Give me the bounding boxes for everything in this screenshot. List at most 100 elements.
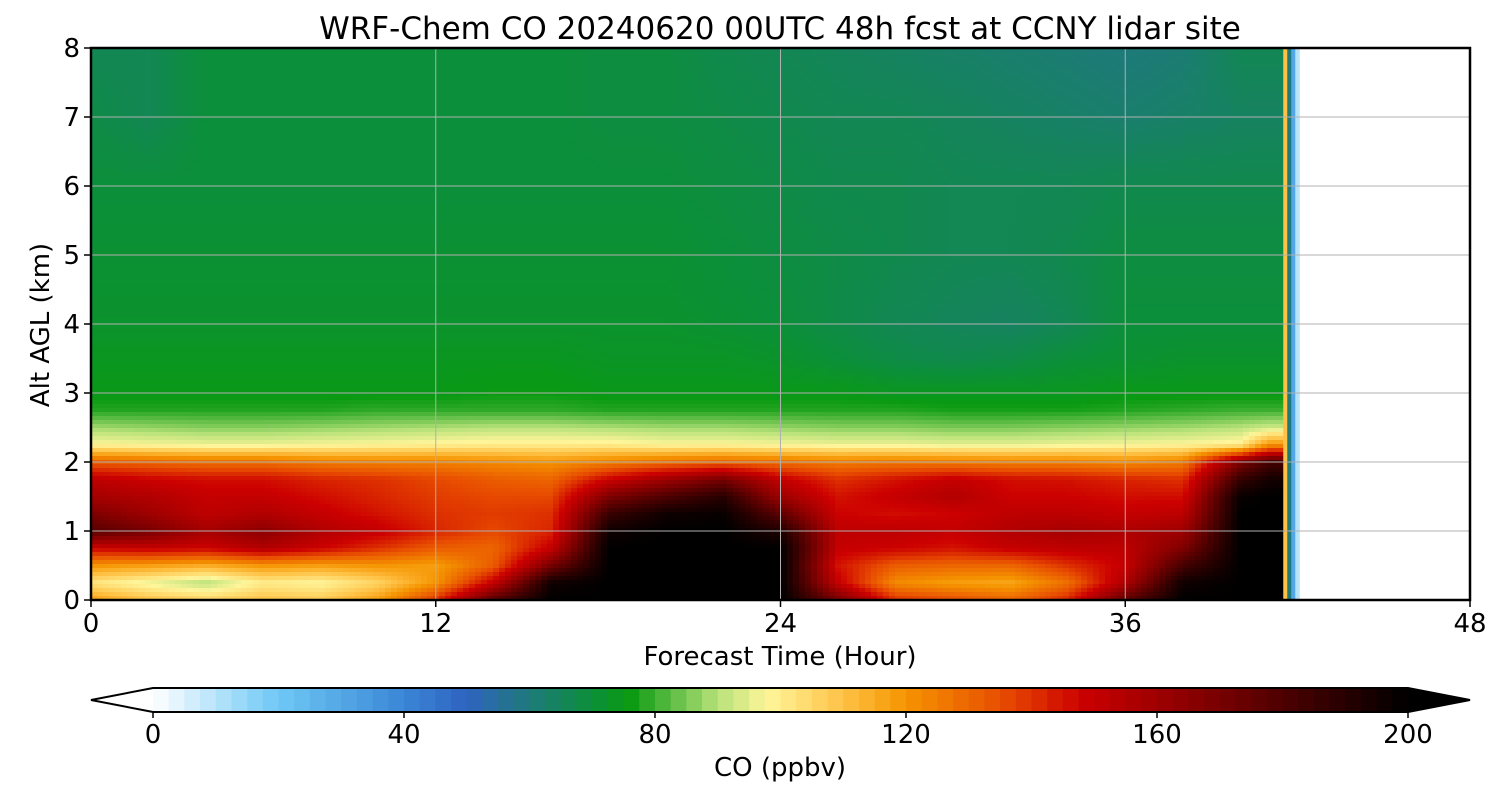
heatmap-cell: [139, 448, 146, 453]
heatmap-cell: [127, 396, 134, 401]
heatmap-cell: [115, 112, 122, 117]
heatmap-cell: [109, 364, 116, 369]
heatmap-cell: [103, 420, 110, 425]
heatmap-cell: [115, 552, 122, 557]
heatmap-cell: [115, 424, 122, 429]
heatmap-cell: [97, 452, 104, 457]
heatmap-cell: [109, 540, 116, 545]
heatmap-cell: [127, 412, 134, 417]
heatmap-cell: [121, 296, 128, 301]
heatmap-cell: [115, 412, 122, 417]
heatmap-cell: [133, 456, 140, 461]
heatmap-cell: [139, 348, 146, 353]
heatmap-cell: [109, 268, 116, 273]
heatmap-cell: [97, 584, 104, 589]
heatmap-cell: [115, 488, 122, 493]
heatmap-cell: [121, 180, 128, 185]
heatmap-cell: [121, 316, 128, 321]
heatmap-cell: [115, 228, 122, 233]
heatmap-cell: [133, 168, 140, 173]
heatmap-cell: [133, 192, 140, 197]
heatmap-cell: [127, 200, 134, 205]
heatmap-cell: [97, 208, 104, 213]
heatmap-cell: [145, 560, 152, 565]
heatmap-cell: [97, 364, 104, 369]
heatmap-cell: [121, 256, 128, 261]
heatmap-cell: [145, 128, 152, 133]
heatmap-cell: [127, 188, 134, 193]
heatmap-cell: [127, 132, 134, 137]
heatmap-cell: [115, 336, 122, 341]
heatmap-cell: [97, 480, 104, 485]
heatmap-cell: [115, 480, 122, 485]
heatmap-cell: [133, 516, 140, 521]
heatmap-cell: [133, 240, 140, 245]
heatmap-cell: [127, 244, 134, 249]
heatmap-cell: [145, 220, 152, 225]
heatmap-cell: [133, 572, 140, 577]
heatmap-cell: [127, 156, 134, 161]
heatmap-cell: [115, 340, 122, 345]
heatmap-cell: [109, 204, 116, 209]
heatmap-cell: [151, 96, 158, 101]
heatmap-cell: [109, 92, 116, 97]
heatmap-cell: [139, 104, 146, 109]
heatmap-cell: [127, 124, 134, 129]
heatmap-cell: [103, 448, 110, 453]
heatmap-cell: [139, 408, 146, 413]
heatmap-cell: [145, 584, 152, 589]
heatmap-cell: [145, 516, 152, 521]
heatmap-cell: [103, 240, 110, 245]
heatmap-cell: [109, 408, 116, 413]
heatmap-cell: [139, 536, 146, 541]
heatmap-cell: [97, 348, 104, 353]
heatmap-cell: [145, 472, 152, 477]
heatmap-cell: [97, 324, 104, 329]
heatmap-cell: [109, 208, 116, 213]
heatmap-cell: [145, 500, 152, 505]
heatmap-cell: [145, 240, 152, 245]
heatmap-cell: [145, 216, 152, 221]
heatmap-cell: [139, 220, 146, 225]
heatmap-cell: [97, 476, 104, 481]
heatmap-cell: [127, 340, 134, 345]
heatmap-cell: [139, 484, 146, 489]
heatmap-cell: [97, 316, 104, 321]
heatmap-cell: [139, 256, 146, 261]
heatmap-cell: [121, 164, 128, 169]
heatmap-cell: [115, 244, 122, 249]
heatmap-cell: [139, 108, 146, 113]
heatmap-cell: [115, 156, 122, 161]
heatmap-cell: [139, 208, 146, 213]
heatmap-cell: [109, 72, 116, 77]
heatmap-cell: [121, 524, 128, 529]
heatmap-cell: [127, 192, 134, 197]
heatmap-cell: [121, 272, 128, 277]
heatmap-cell: [97, 512, 104, 517]
heatmap-cell: [97, 536, 104, 541]
heatmap-cell: [127, 172, 134, 177]
heatmap-cell: [103, 576, 110, 581]
heatmap-cell: [139, 464, 146, 469]
heatmap-cell: [103, 400, 110, 405]
heatmap-cell: [115, 240, 122, 245]
heatmap-cell: [103, 108, 110, 113]
heatmap-cell: [133, 132, 140, 137]
heatmap-cell: [115, 304, 122, 309]
heatmap-cell: [139, 372, 146, 377]
heatmap-cell: [109, 220, 116, 225]
heatmap-cell: [127, 480, 134, 485]
heatmap-cell: [139, 328, 146, 333]
heatmap-cell: [127, 128, 134, 133]
heatmap-cell: [121, 388, 128, 393]
heatmap-cell: [115, 264, 122, 269]
heatmap-cell: [121, 484, 128, 489]
heatmap-cell: [109, 536, 116, 541]
heatmap-cell: [133, 216, 140, 221]
heatmap-cell: [145, 436, 152, 441]
heatmap-cell: [109, 416, 116, 421]
heatmap-cell: [103, 236, 110, 241]
heatmap-cell: [109, 244, 116, 249]
heatmap-cell: [145, 208, 152, 213]
heatmap-cell: [121, 564, 128, 569]
